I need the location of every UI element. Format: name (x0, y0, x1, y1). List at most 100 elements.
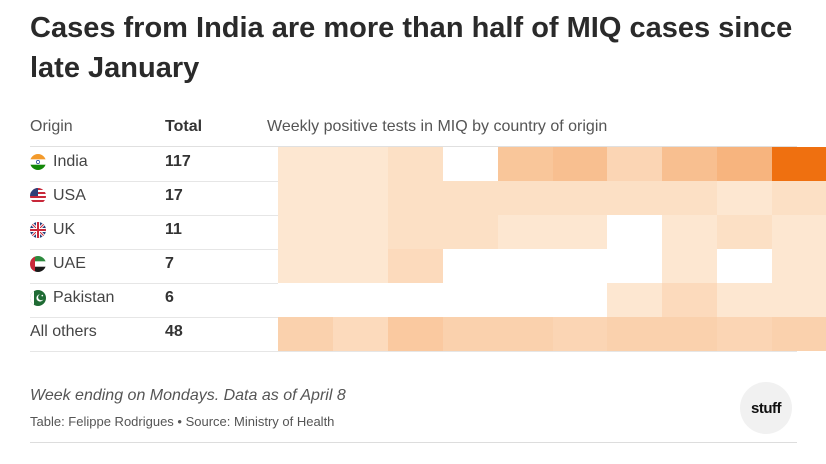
origin-cell: UK (30, 221, 75, 239)
header-divider (30, 146, 797, 147)
heatmap-cell (662, 317, 718, 351)
heatmap-strip (278, 181, 826, 215)
heatmap-cell (552, 283, 608, 317)
heatmap-cell (278, 215, 333, 249)
heatmap-cell (278, 249, 333, 283)
heatmap-cell (772, 249, 826, 283)
table-row: All others 48 (30, 317, 826, 352)
total-value: 6 (165, 289, 174, 306)
table-row: Pakistan 6 (30, 283, 826, 318)
footnote: Week ending on Mondays. Data as of April… (30, 387, 346, 404)
table-row: USA 17 (30, 181, 826, 216)
origin-label: UK (53, 221, 76, 238)
heatmap-cell (607, 283, 663, 317)
heatmap-cell (278, 317, 333, 351)
heatmap-cell (497, 249, 553, 283)
pakistan-flag-icon (30, 290, 46, 306)
origin-label: Pakistan (53, 289, 115, 306)
heatmap-cell (662, 147, 718, 181)
total-column-header: Total (165, 118, 203, 135)
heatmap-cell (717, 283, 773, 317)
origin-label: All others (30, 323, 97, 340)
heatmap-cell (607, 249, 663, 283)
origin-cell: UAE (30, 255, 86, 273)
india-flag-icon (30, 154, 46, 170)
heatmap-cell (662, 283, 718, 317)
heatmap-cell (442, 317, 498, 351)
total-value: 7 (165, 255, 174, 272)
heatmap-cell (552, 249, 608, 283)
heatmap-cell (387, 181, 443, 215)
heatmap-cell (772, 215, 826, 249)
heatmap-cell (387, 147, 443, 181)
stuff-logo: stuff (740, 382, 792, 434)
uae-flag-icon (30, 256, 46, 272)
heatmap-cell (772, 317, 826, 351)
heatmap-cell (717, 249, 773, 283)
heatmap-cell (332, 317, 388, 351)
heatmap-strip (278, 147, 826, 181)
heatmap-cell (552, 215, 608, 249)
heatmap-cell (387, 215, 443, 249)
table-row: UK 11 (30, 215, 826, 250)
heatmap-cell (278, 147, 333, 181)
heatmap-cell (497, 317, 553, 351)
total-value: 11 (165, 221, 182, 238)
heatmap-cell (662, 181, 718, 215)
heatmap-cell (332, 283, 388, 317)
heatmap-cell (387, 249, 443, 283)
origin-cell: All others (30, 323, 97, 341)
heatmap-cell (772, 147, 826, 181)
uk-flag-icon (30, 222, 46, 238)
heatmap-cell (607, 215, 663, 249)
heatmap-cell (662, 249, 718, 283)
heatmap-strip (278, 317, 826, 351)
heatmap-cell (332, 249, 388, 283)
heatmap-cell (387, 317, 443, 351)
heatmap-cell (497, 215, 553, 249)
heatmap-cell (442, 181, 498, 215)
heatmap-cell (497, 283, 553, 317)
heatmap-cell (387, 283, 443, 317)
heatmap-strip (278, 283, 826, 317)
heatmap-cell (552, 147, 608, 181)
weekly-column-header: Weekly positive tests in MIQ by country … (267, 118, 608, 135)
origin-label: India (53, 153, 88, 170)
heatmap-cell (772, 283, 826, 317)
heatmap-cell (497, 147, 553, 181)
heatmap-cell (442, 283, 498, 317)
heatmap-cell (607, 181, 663, 215)
heatmap-cell (607, 317, 663, 351)
heatmap-cell (278, 283, 333, 317)
heatmap-cell (717, 181, 773, 215)
heatmap-cell (717, 317, 773, 351)
heatmap-cell (332, 181, 388, 215)
heatmap-cell (662, 215, 718, 249)
heatmap-cell (332, 215, 388, 249)
heatmap-strip (278, 215, 826, 249)
heatmap-cell (442, 147, 498, 181)
origin-cell: India (30, 153, 88, 171)
origin-label: UAE (53, 255, 86, 272)
heatmap-cell (497, 181, 553, 215)
origin-cell: USA (30, 187, 86, 205)
total-value: 48 (165, 323, 183, 340)
heatmap-cell (717, 147, 773, 181)
total-value: 17 (165, 187, 183, 204)
table-row: India 117 (30, 147, 826, 182)
bottom-divider (30, 442, 797, 443)
table-row: UAE 7 (30, 249, 826, 284)
total-value: 117 (165, 153, 191, 170)
usa-flag-icon (30, 188, 46, 204)
heatmap-cell (552, 181, 608, 215)
heatmap-cell (717, 215, 773, 249)
heatmap-cell (607, 147, 663, 181)
heatmap-cell (332, 147, 388, 181)
heatmap-cell (552, 317, 608, 351)
origin-column-header: Origin (30, 118, 73, 135)
chart-title: Cases from India are more than half of M… (30, 12, 793, 84)
heatmap-strip (278, 249, 826, 283)
source-credit: Table: Felippe Rodrigues • Source: Minis… (30, 414, 335, 429)
heatmap-cell (772, 181, 826, 215)
heatmap-cell (442, 215, 498, 249)
